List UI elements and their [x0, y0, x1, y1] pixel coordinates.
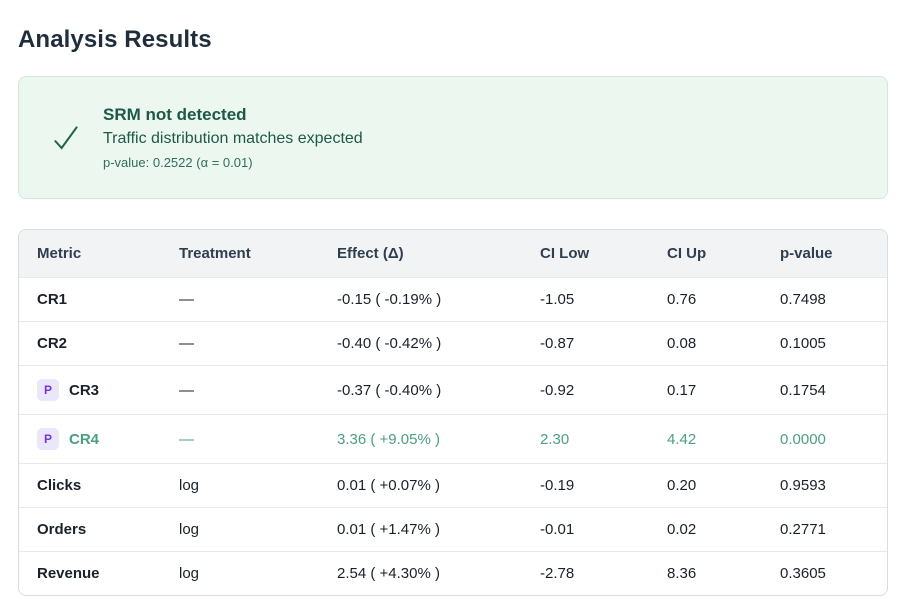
- column-header-metric: Metric: [19, 230, 179, 278]
- p-value-cell: 0.7498: [780, 277, 887, 322]
- ci-low-cell: -0.19: [540, 463, 667, 508]
- metric-cell: Orders: [19, 507, 179, 552]
- effect-cell: 2.54 ( +4.30% ): [337, 551, 540, 595]
- treatment-cell: —: [179, 414, 337, 464]
- metric-cell: P CR3: [19, 365, 179, 415]
- table-row: P CR4 —3.36 ( +9.05% ) 2.30 4.42 0.0000: [19, 414, 887, 464]
- p-value-cell: 0.9593: [780, 463, 887, 508]
- effect-cell: 0.01 ( +1.47% ): [337, 507, 540, 552]
- metric-cell: CR2: [19, 321, 179, 366]
- effect-cell: -0.37 ( -0.40% ): [337, 365, 540, 415]
- check-icon: [43, 123, 81, 153]
- primary-metric-badge: P: [37, 379, 60, 401]
- effect-cell: -0.15 ( -0.19% ): [337, 277, 540, 322]
- metric-name: CR4: [69, 431, 100, 448]
- column-header-ci-low: CI Low: [540, 230, 667, 278]
- banner-title: SRM not detected: [103, 105, 247, 124]
- treatment-cell: log: [179, 551, 337, 595]
- p-value-cell: 0.0000: [780, 414, 887, 464]
- treatment-cell: log: [179, 507, 337, 552]
- column-header-treatment: Treatment: [179, 230, 337, 278]
- metric-cell: Clicks: [19, 463, 179, 508]
- table-row: Clicks log 0.01 ( +0.07% ) -0.19 0.20 0.9593: [19, 463, 887, 508]
- metric-name: CR3: [69, 382, 100, 399]
- ci-low-cell: 2.30: [540, 414, 667, 464]
- ci-up-cell: 0.20: [667, 463, 780, 508]
- banner-pvalue: p-value: 0.2522 (α = 0.01): [103, 155, 253, 170]
- metric-name: CR2: [37, 335, 68, 352]
- banner-text: SRM not detected Traffic distribution ma…: [103, 105, 363, 170]
- treatment-cell: —: [179, 365, 337, 415]
- table-row: CR2 — -0.40 ( -0.42% ) -0.87 0.08 0.1005: [19, 321, 887, 366]
- ci-up-cell: 4.42: [667, 414, 780, 464]
- banner-subtitle: Traffic distribution matches expected: [103, 130, 363, 147]
- p-value-cell: 0.1754: [780, 365, 887, 415]
- treatment-cell: —: [179, 277, 337, 322]
- table-header-row: Metric Treatment Effect (Δ) CI Low CI Up…: [19, 230, 887, 278]
- effect-cell: 0.01 ( +0.07% ): [337, 463, 540, 508]
- column-header-p-value: p-value: [780, 230, 887, 278]
- results-table-card: Metric Treatment Effect (Δ) CI Low CI Up…: [18, 229, 888, 596]
- ci-up-cell: 0.02: [667, 507, 780, 552]
- treatment-cell: log: [179, 463, 337, 508]
- treatment-cell: —: [179, 321, 337, 366]
- ci-up-cell: 0.08: [667, 321, 780, 366]
- ci-low-cell: -0.92: [540, 365, 667, 415]
- p-value-cell: 0.3605: [780, 551, 887, 595]
- table-row: Orders log 0.01 ( +1.47% ) -0.01 0.02 0.2771: [19, 507, 887, 552]
- table-row: CR1 — -0.15 ( -0.19% ) -1.05 0.76 0.7498: [19, 277, 887, 322]
- table-row: Revenue log 2.54 ( +4.30% ) -2.78 8.36 0.3605: [19, 551, 887, 595]
- table-row: P CR3 — -0.37 ( -0.40% ) -0.92 0.17 0.1754: [19, 365, 887, 415]
- p-value-cell: 0.2771: [780, 507, 887, 552]
- column-header-ci-up: CI Up: [667, 230, 780, 278]
- page: Analysis Results SRM not detected Traffi…: [0, 26, 906, 596]
- ci-low-cell: -1.05: [540, 277, 667, 322]
- ci-low-cell: -2.78: [540, 551, 667, 595]
- metric-cell: CR1: [19, 277, 179, 322]
- metric-name: CR1: [37, 291, 68, 308]
- primary-metric-badge: P: [37, 428, 60, 450]
- ci-low-cell: -0.01: [540, 507, 667, 552]
- metric-name: Clicks: [37, 477, 82, 494]
- metric-name: Revenue: [37, 565, 100, 582]
- metric-cell: P CR4: [19, 414, 179, 464]
- metric-name: Orders: [37, 521, 87, 538]
- page-title: Analysis Results: [18, 26, 212, 53]
- metric-cell: Revenue: [19, 551, 179, 595]
- ci-up-cell: 0.17: [667, 365, 780, 415]
- table-body: CR1— -0.15 ( -0.19% ) -1.05 0.76 0.7498 CR2— -…: [19, 277, 887, 595]
- column-header-effect: Effect (Δ): [337, 230, 540, 278]
- effect-cell: 3.36 ( +9.05% ): [337, 414, 540, 464]
- ci-up-cell: 0.76: [667, 277, 780, 322]
- srm-status-banner: SRM not detected Traffic distribution ma…: [18, 76, 888, 199]
- p-value-cell: 0.1005: [780, 321, 887, 366]
- ci-up-cell: 8.36: [667, 551, 780, 595]
- ci-low-cell: -0.87: [540, 321, 667, 366]
- results-table: Metric Treatment Effect (Δ) CI Low CI Up…: [19, 230, 887, 595]
- effect-cell: -0.40 ( -0.42% ): [337, 321, 540, 366]
